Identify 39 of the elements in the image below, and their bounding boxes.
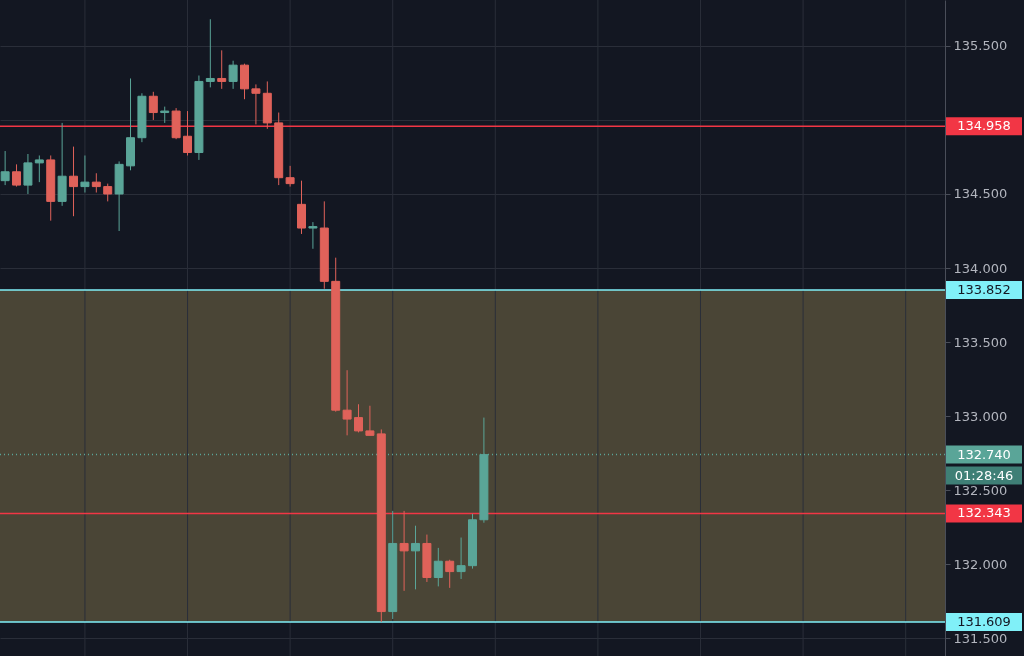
candlestick	[148, 91, 158, 121]
candlestick	[80, 154, 90, 194]
candlestick	[217, 49, 227, 90]
y-tick-label: 132.000	[953, 556, 1008, 572]
y-tick-label: 131.500	[953, 630, 1008, 646]
candlestick	[251, 83, 261, 125]
ref-line-label: 131.609	[957, 614, 1011, 630]
y-tick-label: 132.500	[953, 482, 1008, 498]
y-tick-label: 133.000	[953, 408, 1008, 424]
ref-line-label: 134.958	[957, 118, 1011, 134]
ref-line-label: 132.343	[957, 505, 1011, 521]
candlestick	[34, 154, 44, 183]
candlestick	[433, 547, 443, 587]
candlestick	[342, 369, 352, 436]
candlestick	[365, 405, 375, 436]
candlestick	[69, 146, 79, 217]
candlestick	[297, 180, 306, 235]
y-tick-label: 134.500	[953, 186, 1008, 202]
candlestick	[456, 537, 466, 580]
candlestick	[12, 163, 22, 188]
candlestick	[91, 172, 101, 194]
ref-line-label: 133.852	[957, 281, 1011, 297]
candlestick	[308, 221, 318, 250]
candlestick	[399, 510, 409, 592]
y-tick-label: 135.500	[953, 38, 1008, 54]
candlestick	[23, 153, 33, 195]
candlestick	[240, 63, 249, 100]
candlestick	[205, 18, 215, 88]
candlestick	[0, 150, 10, 186]
candlestick	[228, 60, 238, 90]
candlestick	[411, 525, 420, 590]
candlestick	[445, 559, 455, 589]
text: 01:28:46	[954, 467, 1014, 483]
candlestick	[183, 110, 193, 156]
candlestick	[285, 165, 295, 188]
candlestick	[354, 403, 363, 433]
y-tick-label: 134.000	[953, 260, 1008, 276]
y-tick-label: 133.500	[953, 334, 1008, 350]
ref-line-label: 132.740	[957, 446, 1011, 462]
